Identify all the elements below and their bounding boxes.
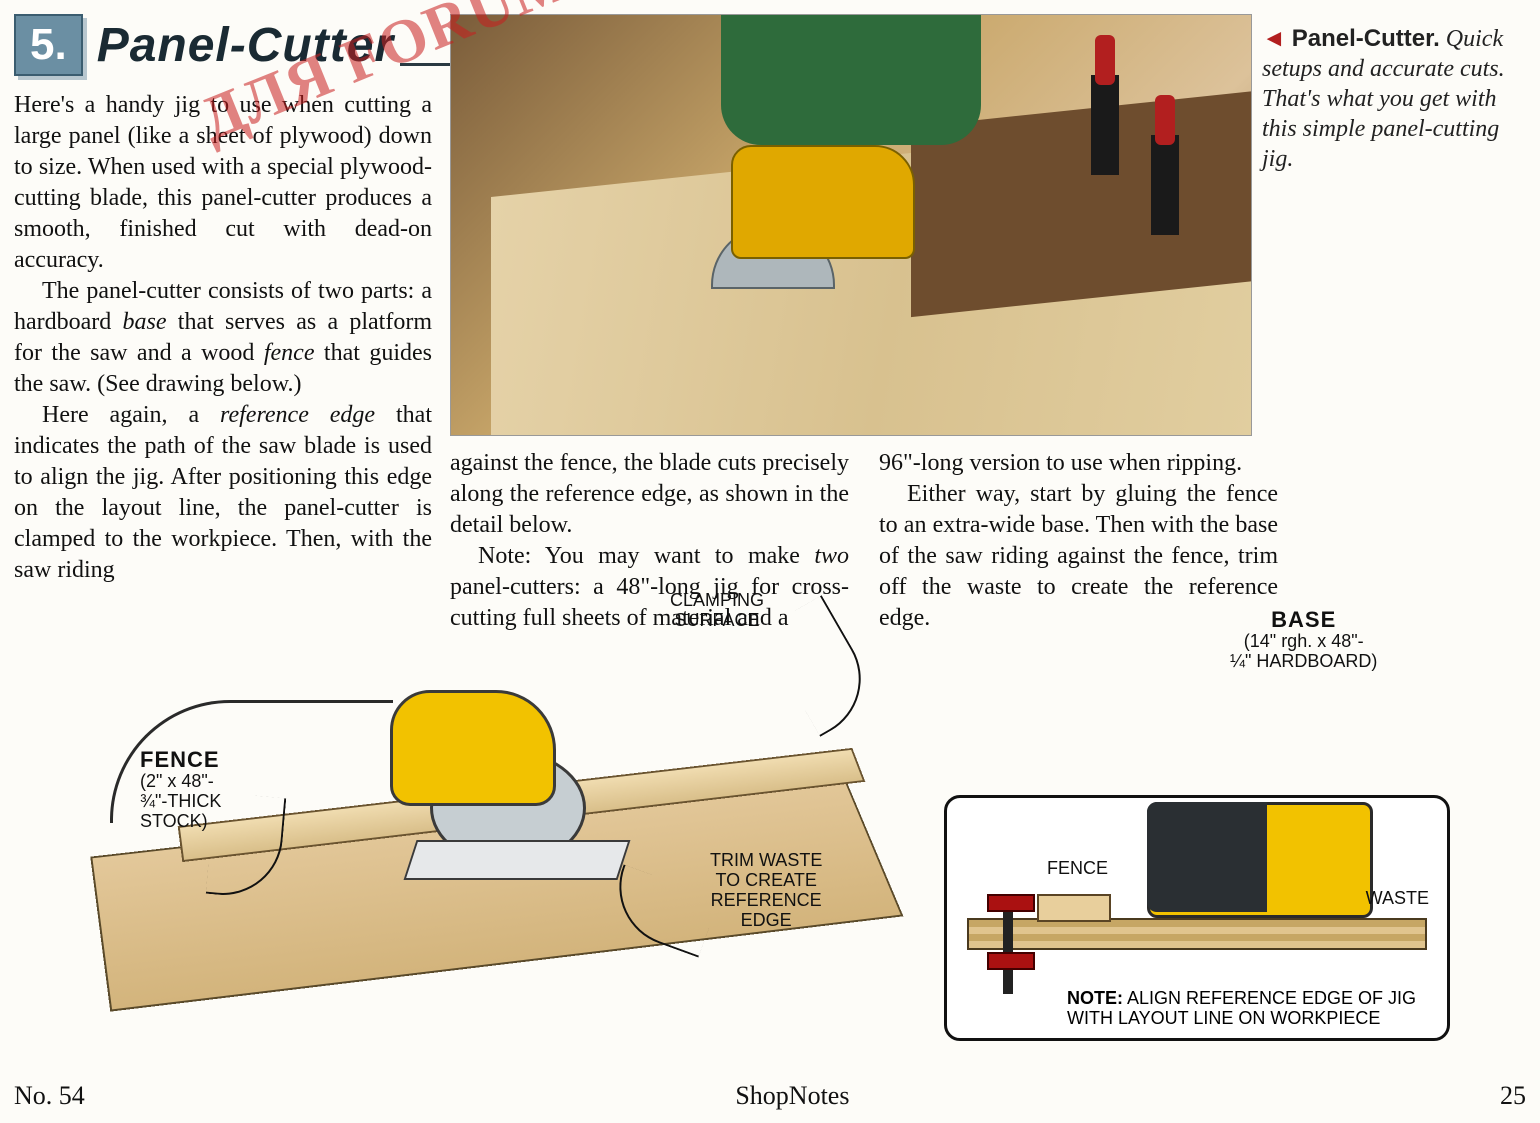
term-base: base [123, 309, 167, 335]
label-base-title: BASE [1271, 607, 1336, 632]
term-two: two [814, 543, 849, 569]
label-clamping-text: CLAMPING SURFACE [670, 590, 764, 630]
caption-triangle-icon: ◄ [1262, 26, 1286, 52]
photo-saw [731, 145, 915, 259]
photo-clamp-1 [1091, 75, 1119, 175]
label-base-sub: (14" rgh. x 48"- ¼" HARDBOARD) [1230, 631, 1377, 671]
para-6: 96"-long version to use when ripping. [879, 448, 1278, 479]
footer-publication: ShopNotes [735, 1081, 849, 1111]
label-fence-sub: (2" x 48"- ¾"-THICK STOCK) [140, 771, 221, 831]
para-3: Here again, a reference edge that indica… [14, 400, 432, 586]
para-7: Either way, start by gluing the fence to… [879, 479, 1278, 634]
para-5a: Note: You may want to make [478, 543, 814, 569]
detail-note-bold: NOTE: [1067, 988, 1123, 1008]
detail-saw-motor [1147, 802, 1267, 912]
photo-clamp-2 [1151, 135, 1179, 235]
body-columns-2-3: against the fence, the blade cuts precis… [450, 448, 1278, 634]
section-title: Panel-Cutter [97, 18, 394, 73]
footer-issue: No. 54 [14, 1081, 85, 1111]
photo-caption: ◄Panel-Cutter. Quick setups and accurate… [1262, 24, 1522, 174]
detail-inset: FENCE WASTE NOTE: ALIGN REFERENCE EDGE O… [944, 795, 1450, 1041]
label-trim: TRIM WASTE TO CREATE REFERENCE EDGE [710, 850, 822, 930]
section-heading: 5. Panel-Cutter [14, 14, 502, 76]
caption-head: Panel-Cutter. [1292, 25, 1440, 52]
para-2: The panel-cutter consists of two parts: … [14, 276, 432, 400]
para-4: against the fence, the blade cuts precis… [450, 448, 849, 541]
section-number-box: 5. [14, 14, 83, 76]
para-3a: Here again, a [42, 402, 220, 428]
photo-person [721, 14, 981, 145]
detail-fence-shape [1037, 894, 1111, 922]
page-footer: No. 54 ShopNotes 25 [14, 1081, 1526, 1111]
para-3c: that indicates the path of the saw blade… [14, 402, 432, 583]
label-trim-text: TRIM WASTE TO CREATE REFERENCE EDGE [710, 850, 822, 930]
diagram-saw-body [390, 690, 556, 806]
detail-label-waste: WASTE [1366, 888, 1429, 908]
diagram-saw [360, 690, 590, 840]
detail-note: NOTE: ALIGN REFERENCE EDGE OF JIG WITH L… [1067, 988, 1433, 1028]
body-column-1: Here's a handy jig to use when cutting a… [14, 90, 432, 586]
term-fence: fence [264, 340, 315, 366]
technical-diagram: FENCE (2" x 48"- ¾"-THICK STOCK) CLAMPIN… [30, 660, 1510, 1060]
term-ref-edge: reference edge [220, 402, 375, 428]
diagram-saw-plate [404, 840, 631, 880]
detail-label-fence: FENCE [1047, 858, 1108, 878]
detail-clamp [977, 894, 1037, 994]
label-fence-title: FENCE [140, 747, 220, 772]
footer-page-number: 25 [1500, 1081, 1526, 1111]
label-base: BASE (14" rgh. x 48"- ¼" HARDBOARD) [1230, 610, 1377, 671]
label-clamping: CLAMPING SURFACE [670, 590, 764, 630]
para-1: Here's a handy jig to use when cutting a… [14, 90, 432, 276]
label-fence: FENCE (2" x 48"- ¾"-THICK STOCK) [140, 750, 221, 831]
hero-photo [450, 14, 1252, 436]
